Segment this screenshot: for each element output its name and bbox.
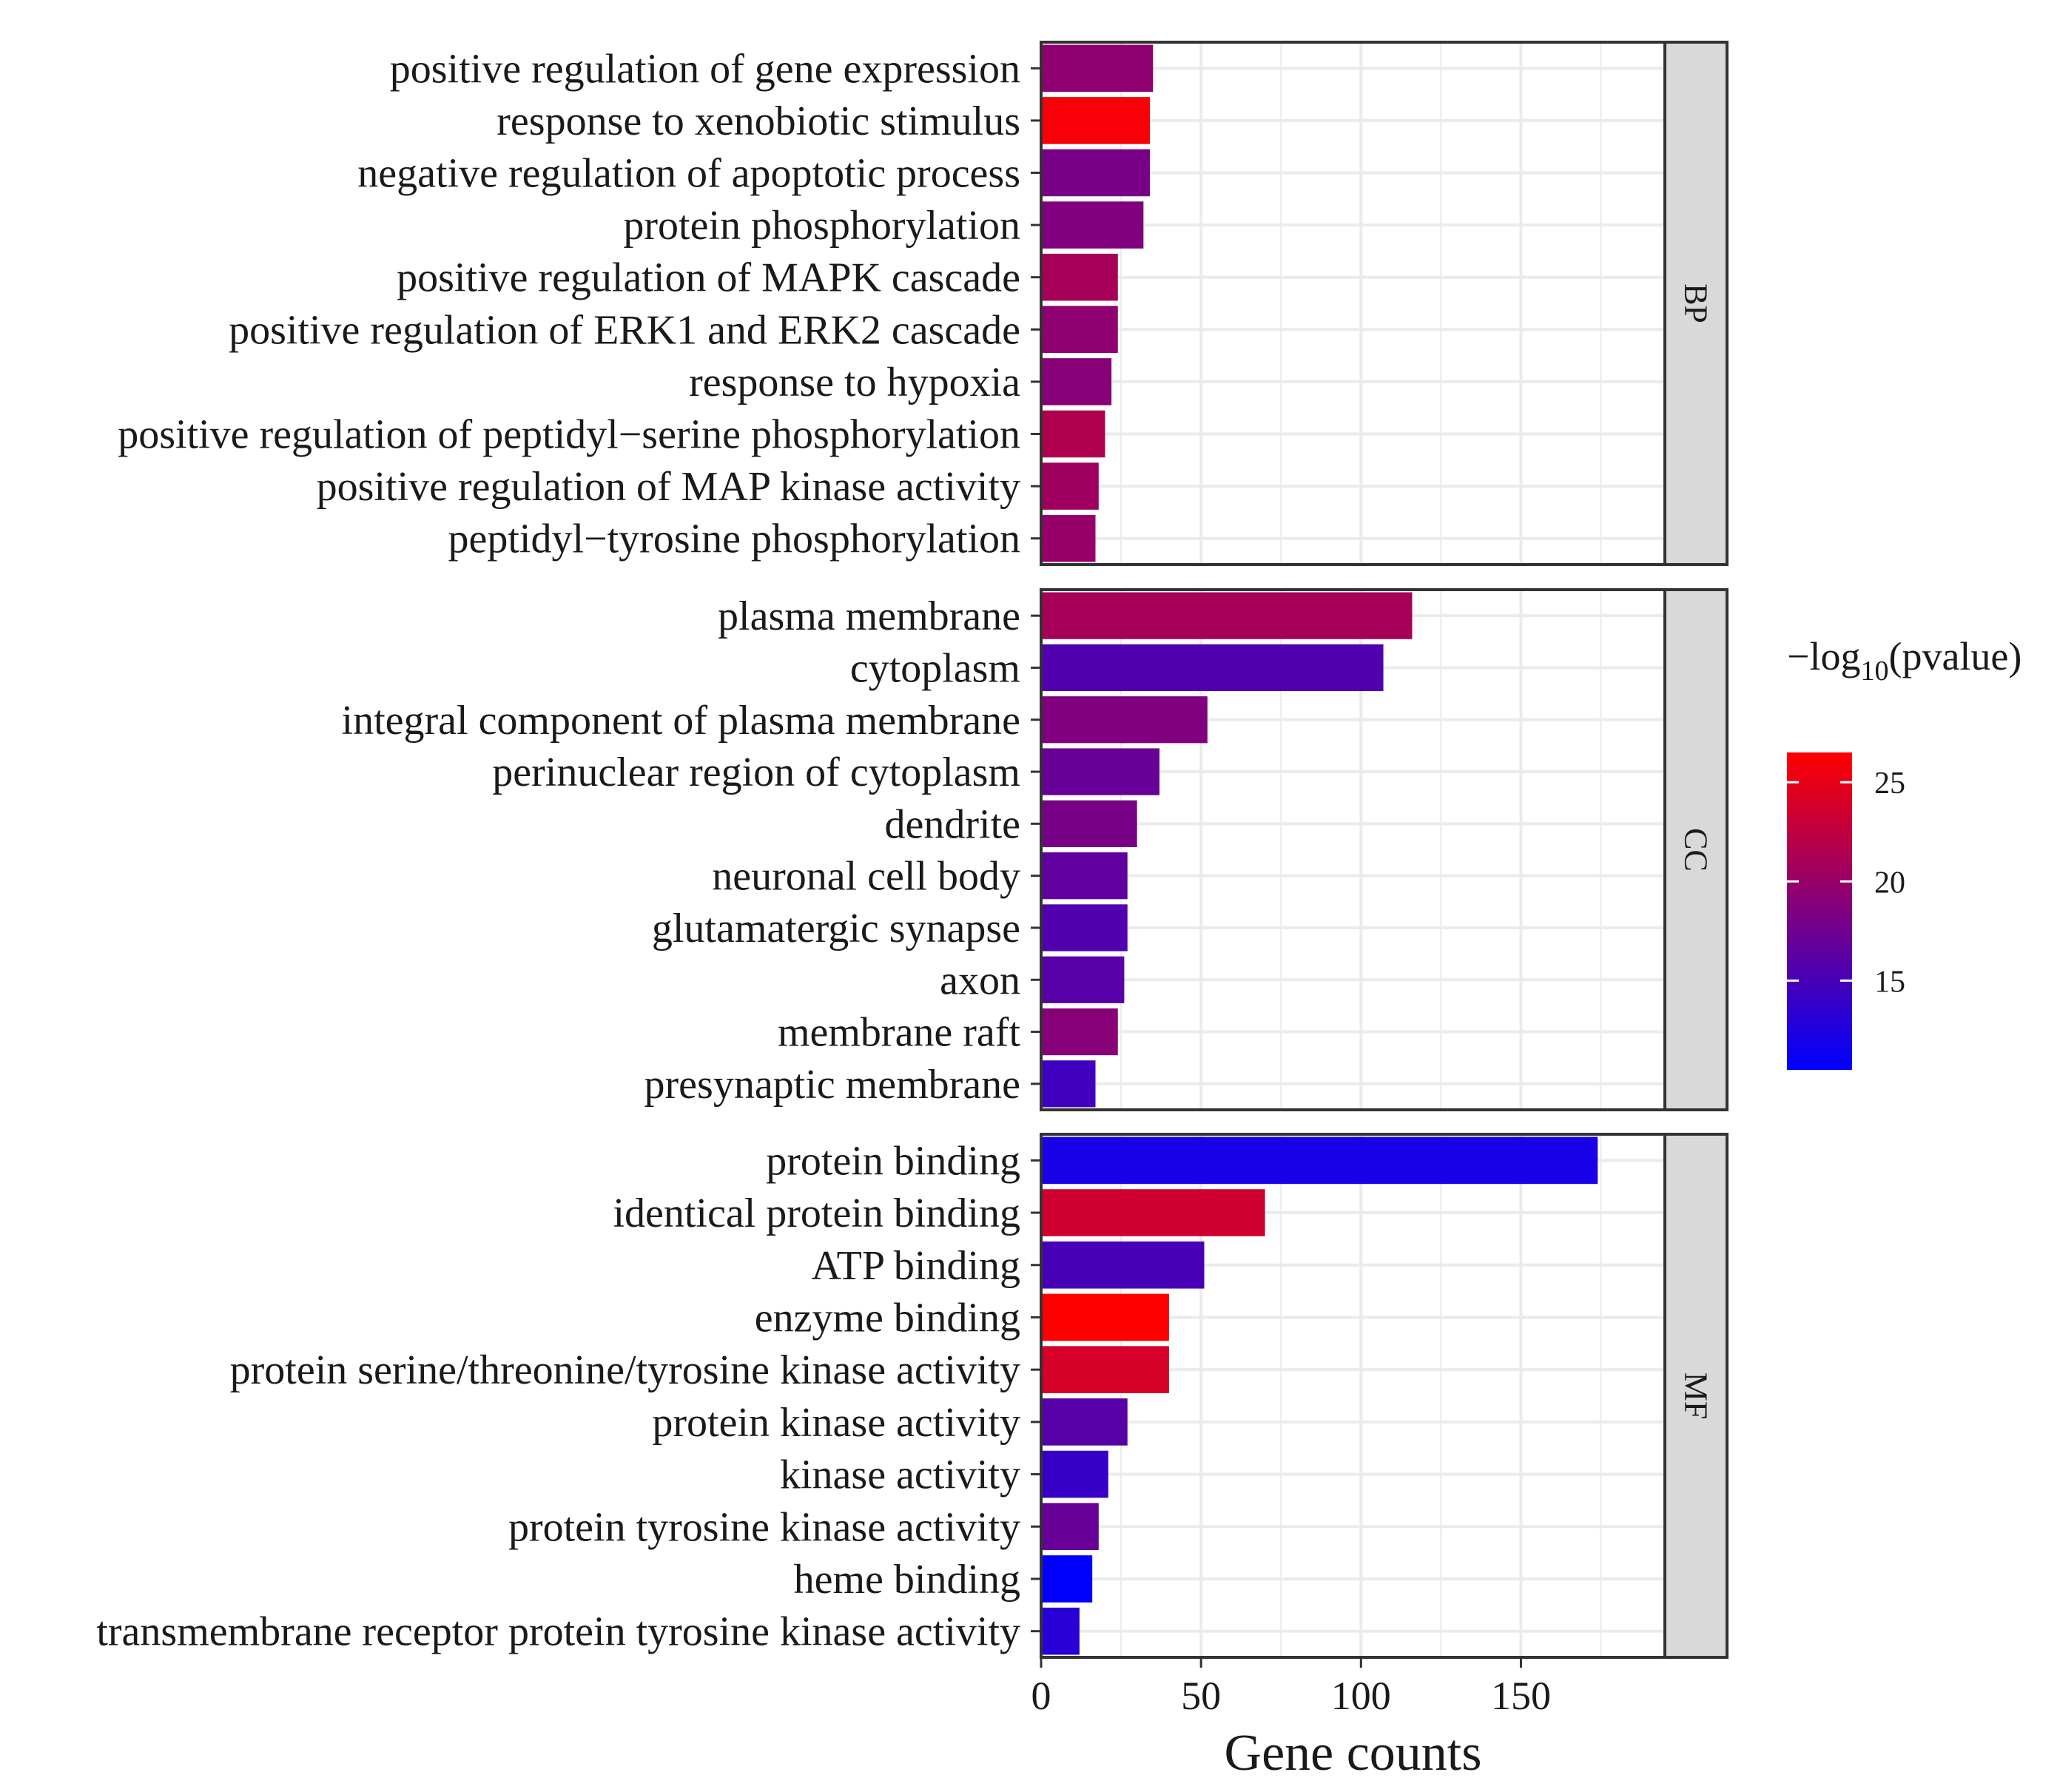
category-label: dendrite (885, 801, 1020, 847)
category-label: identical protein binding (613, 1190, 1020, 1236)
category-label: ATP binding (811, 1243, 1020, 1289)
category-label: response to hypoxia (689, 360, 1020, 405)
legend-title-suffix: (pvalue) (1888, 634, 2022, 678)
category-label: heme binding (794, 1557, 1020, 1603)
legend-title-prefix: −log (1787, 634, 1860, 678)
category-label: perinuclear region of cytoplasm (492, 750, 1020, 795)
category-label: response to xenobiotic stimulus (497, 98, 1020, 144)
category-label: integral component of plasma membrane (342, 698, 1020, 744)
category-label: axon (940, 957, 1020, 1003)
facet-panel-mf: protein binding identical protein binding… (96, 1133, 1729, 1659)
category-label: peptidyl−tyrosine phosphorylation (448, 516, 1021, 562)
x-axis: 0 50 100 150 (1031, 1657, 1551, 1718)
category-label: neuronal cell body (712, 854, 1020, 900)
category-label: positive regulation of MAPK cascade (397, 255, 1020, 301)
bar-kinase-activity (1041, 1450, 1108, 1498)
x-tick-label: 0 (1031, 1674, 1051, 1718)
bar-protein-serine-threonine-tyrosine-kinase-activity (1041, 1346, 1169, 1393)
category-label: positive regulation of peptidyl−serine p… (118, 412, 1020, 458)
bar-perinuclear-region-of-cytoplasm (1041, 748, 1159, 795)
facet-strip-label: MF (1678, 1372, 1714, 1420)
category-label: glutamatergic synapse (652, 906, 1020, 951)
facet-strip-label: BP (1678, 283, 1714, 323)
category-label: cytoplasm (850, 645, 1020, 691)
bar-response-to-xenobiotic-stimulus (1041, 97, 1150, 144)
category-label: positive regulation of MAP kinase activi… (317, 464, 1020, 510)
category-label: protein phosphorylation (623, 203, 1020, 249)
category-label: protein kinase activity (652, 1400, 1020, 1446)
legend-colorbar (1787, 752, 1852, 1070)
bar-response-to-hypoxia (1041, 358, 1112, 405)
category-label: membrane raft (778, 1010, 1020, 1056)
bar-plasma-membrane (1041, 592, 1413, 639)
bar-protein-phosphorylation (1041, 201, 1144, 249)
bar-identical-protein-binding (1041, 1189, 1265, 1236)
x-axis-title: Gene counts (1225, 1725, 1482, 1782)
category-label: kinase activity (780, 1452, 1020, 1498)
facet-panel-cc: plasma membrane cytoplasm integral compone… (342, 588, 1729, 1111)
category-label: protein serine/threonine/tyrosine kinase… (230, 1347, 1020, 1393)
color-legend: −log10(pvalue) 15 20 25 (1787, 634, 2022, 1070)
bar-presynaptic-membrane (1041, 1060, 1096, 1108)
bar-positive-regulation-of-erk1-and-erk2-cascade (1041, 306, 1118, 354)
bar-peptidyl-tyrosine-phosphorylation (1041, 514, 1096, 562)
bar-transmembrane-receptor-protein-tyrosine-kinase-activity (1041, 1607, 1080, 1655)
category-label: transmembrane receptor protein tyrosine … (96, 1609, 1020, 1655)
legend-title: −log10(pvalue) (1787, 634, 2022, 687)
bar-positive-regulation-of-gene-expression (1041, 44, 1154, 92)
bar-membrane-raft (1041, 1008, 1118, 1056)
facet-strip (1663, 41, 1729, 566)
bar-negative-regulation-of-apoptotic-process (1041, 149, 1150, 197)
bar-enzyme-binding (1041, 1293, 1169, 1341)
facet-panel-bp: positive regulation of gene expression re… (118, 41, 1729, 566)
x-tick-label: 50 (1181, 1674, 1221, 1718)
bar-protein-binding (1041, 1136, 1598, 1185)
category-label: positive regulation of gene expression (390, 46, 1020, 92)
bar-positive-regulation-of-mapk-cascade (1041, 253, 1118, 301)
category-label: protein binding (766, 1138, 1020, 1184)
bar-positive-regulation-of-map-kinase-activity (1041, 462, 1099, 510)
facet-strip-label: CC (1678, 828, 1714, 872)
category-label: plasma membrane (718, 593, 1020, 639)
bar-positive-regulation-of-peptidyl-serine-phosphorylation (1041, 410, 1105, 458)
facet-panels: positive regulation of gene expression re… (96, 41, 1729, 1659)
bar-cytoplasm (1041, 644, 1384, 692)
category-label: positive regulation of ERK1 and ERK2 cas… (229, 307, 1020, 353)
legend-tick-label: 20 (1874, 866, 1905, 900)
legend-title-subscript: 10 (1860, 656, 1888, 687)
bar-protein-kinase-activity (1041, 1398, 1128, 1446)
legend-tick-label: 25 (1874, 767, 1905, 801)
bar-heme-binding (1041, 1555, 1093, 1603)
x-tick-label: 150 (1491, 1674, 1551, 1718)
category-label: negative regulation of apoptotic process (357, 151, 1020, 197)
bar-dendrite (1041, 800, 1137, 847)
bar-axon (1041, 956, 1125, 1003)
legend-tick-label: 15 (1874, 965, 1905, 999)
bar-integral-component-of-plasma-membrane (1041, 696, 1208, 744)
facet-strip (1663, 588, 1729, 1111)
category-label: presynaptic membrane (644, 1062, 1020, 1108)
x-tick-label: 100 (1331, 1674, 1391, 1718)
bar-protein-tyrosine-kinase-activity (1041, 1503, 1099, 1551)
bar-glutamatergic-synapse (1041, 904, 1128, 951)
bar-atp-binding (1041, 1241, 1205, 1289)
bar-neuronal-cell-body (1041, 852, 1128, 900)
facet-strip (1663, 1133, 1729, 1659)
category-label: enzyme binding (755, 1295, 1020, 1341)
category-label: protein tyrosine kinase activity (508, 1504, 1020, 1550)
